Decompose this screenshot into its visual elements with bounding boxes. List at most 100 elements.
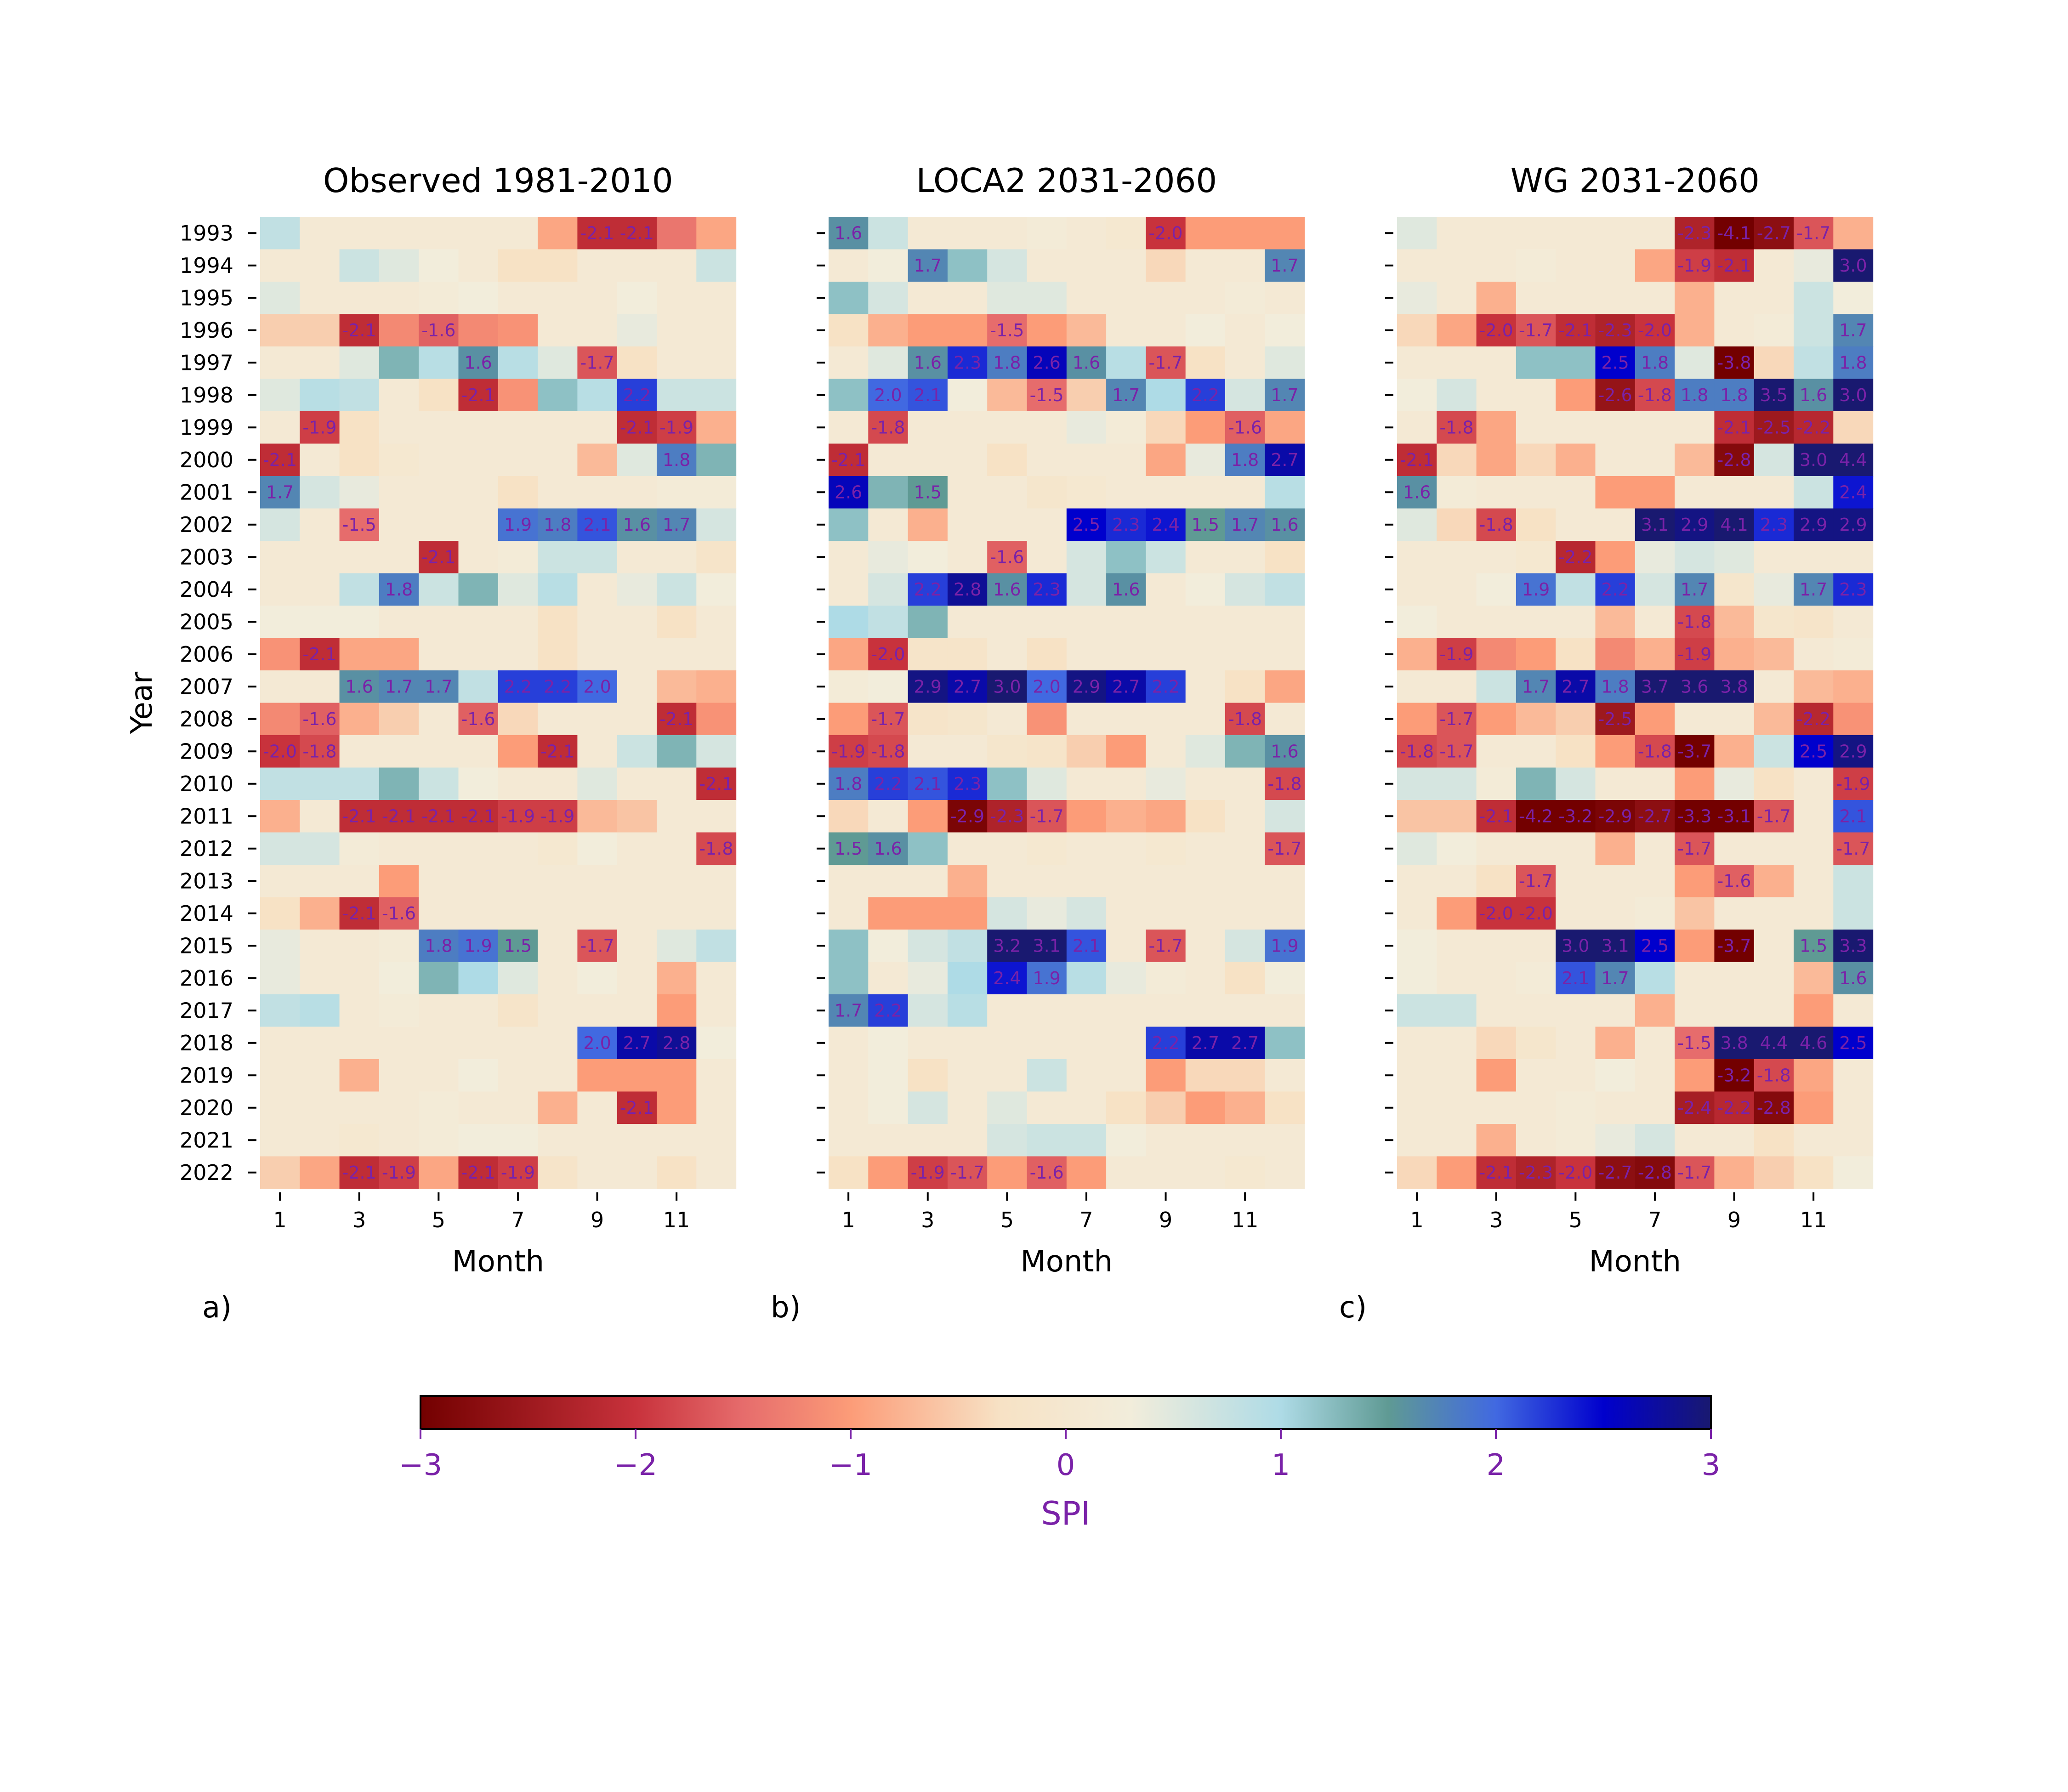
heatmap-cell — [868, 767, 909, 800]
heatmap-cell — [1437, 1091, 1477, 1124]
heatmap-cell — [379, 411, 419, 444]
heatmap-cell — [577, 1059, 618, 1092]
heatmap-cell — [908, 379, 948, 412]
heatmap-cell — [1714, 703, 1755, 736]
heatmap-cell — [1146, 735, 1186, 768]
cell-value-label: -1.8 — [871, 417, 905, 437]
heatmap-cell — [300, 994, 340, 1027]
heatmap-cell — [1437, 443, 1477, 476]
heatmap-cell — [1027, 249, 1067, 282]
x-tick-label: 7 — [1648, 1208, 1661, 1232]
heatmap-cell — [947, 767, 988, 800]
heatmap-cell — [1833, 962, 1874, 995]
heatmap-cell — [1225, 735, 1265, 768]
heatmap-cell — [1833, 994, 1874, 1027]
cell-value-label: 2.4 — [1152, 515, 1179, 535]
heatmap-cell — [458, 1124, 499, 1157]
heatmap-cell — [1675, 1156, 1715, 1189]
cell-value-label: 1.7 — [914, 255, 942, 276]
heatmap-cell — [1556, 606, 1596, 639]
heatmap-cell — [577, 346, 618, 380]
heatmap-cell — [1714, 443, 1755, 476]
heatmap-cell — [1833, 314, 1874, 347]
heatmap-cell — [1437, 670, 1477, 703]
heatmap-cell — [696, 249, 737, 282]
heatmap-cell — [1106, 735, 1146, 768]
heatmap-cell — [947, 930, 988, 963]
heatmap-cell — [1146, 508, 1186, 541]
heatmap-cell — [379, 282, 419, 315]
cell-value-label: 1.5 — [504, 936, 532, 956]
heatmap-cell — [1714, 411, 1755, 444]
heatmap-cell — [908, 994, 948, 1027]
cell-value-label: 4.6 — [1800, 1033, 1827, 1053]
heatmap-cell — [617, 541, 657, 574]
heatmap-cell — [947, 282, 988, 315]
cell-value-label: 1.6 — [1839, 968, 1867, 988]
heatmap-cell — [1027, 282, 1067, 315]
cell-value-label: 2.2 — [1192, 385, 1219, 405]
heatmap-cell — [617, 767, 657, 800]
cell-value-label: 1.6 — [1271, 741, 1298, 761]
heatmap-cell — [987, 703, 1028, 736]
heatmap-cell — [657, 930, 697, 963]
heatmap-cell — [1794, 541, 1834, 574]
heatmap-cell — [1066, 800, 1107, 833]
heatmap-cell — [657, 832, 697, 865]
heatmap-cell — [1066, 703, 1107, 736]
heatmap-cell — [1516, 249, 1556, 282]
heatmap-cell — [1225, 638, 1265, 671]
heatmap-cell — [379, 1026, 419, 1060]
heatmap-cell — [1476, 573, 1517, 606]
heatmap-cell — [538, 735, 578, 768]
heatmap-cell — [1437, 249, 1477, 282]
cell-value-label: 2.6 — [1033, 352, 1060, 373]
heatmap-cell — [1106, 411, 1146, 444]
cell-value-label: -2.2 — [1717, 1098, 1751, 1118]
heatmap-cell — [908, 508, 948, 541]
heatmap-cell — [1635, 573, 1675, 606]
cell-value-label: -2.1 — [342, 903, 376, 924]
heatmap-cell — [1833, 670, 1874, 703]
cell-value-label: 2.1 — [1839, 806, 1867, 826]
heatmap-cell — [1754, 606, 1794, 639]
heatmap-cell — [829, 1059, 869, 1092]
heatmap-cell — [300, 379, 340, 412]
cell-value-label: -2.0 — [1638, 320, 1672, 340]
y-tick-label: 2008 — [180, 707, 233, 732]
heatmap-cell — [868, 346, 909, 380]
heatmap-cell — [868, 1026, 909, 1060]
heatmap-cell — [1476, 508, 1517, 541]
heatmap-cell — [1437, 379, 1477, 412]
heatmap-cell — [1675, 638, 1715, 671]
y-tick-label: 2006 — [180, 642, 233, 667]
cell-value-label: -1.9 — [831, 741, 865, 761]
heatmap-cell — [987, 606, 1028, 639]
cell-value-label: 2.3 — [954, 352, 981, 373]
heatmap-cell — [617, 476, 657, 509]
heatmap-cell — [1714, 346, 1755, 380]
heatmap-cell — [1476, 994, 1517, 1027]
heatmap-cell — [379, 443, 419, 476]
heatmap-cell — [300, 606, 340, 639]
heatmap-cell — [1397, 1059, 1437, 1092]
y-tick-label: 2016 — [180, 966, 233, 991]
heatmap-cell — [1185, 314, 1226, 347]
heatmap-cell — [1146, 411, 1186, 444]
cell-value-label: -2.0 — [1148, 223, 1182, 243]
heatmap-cell — [1635, 1026, 1675, 1060]
cell-value-label: -1.7 — [1267, 839, 1301, 859]
heatmap-cell — [1556, 249, 1596, 282]
heatmap-cell — [1833, 282, 1874, 315]
heatmap-cell — [1027, 346, 1067, 380]
heatmap-cell — [339, 994, 380, 1027]
heatmap-cell — [538, 411, 578, 444]
heatmap-cell — [1794, 508, 1834, 541]
heatmap-cell — [419, 379, 459, 412]
colorbar-tick-label: 1 — [1272, 1448, 1290, 1482]
heatmap-cell — [1265, 573, 1305, 606]
heatmap-cell — [947, 573, 988, 606]
heatmap-cell — [829, 1156, 869, 1189]
heatmap-cell — [1225, 314, 1265, 347]
heatmap-cell — [458, 638, 499, 671]
